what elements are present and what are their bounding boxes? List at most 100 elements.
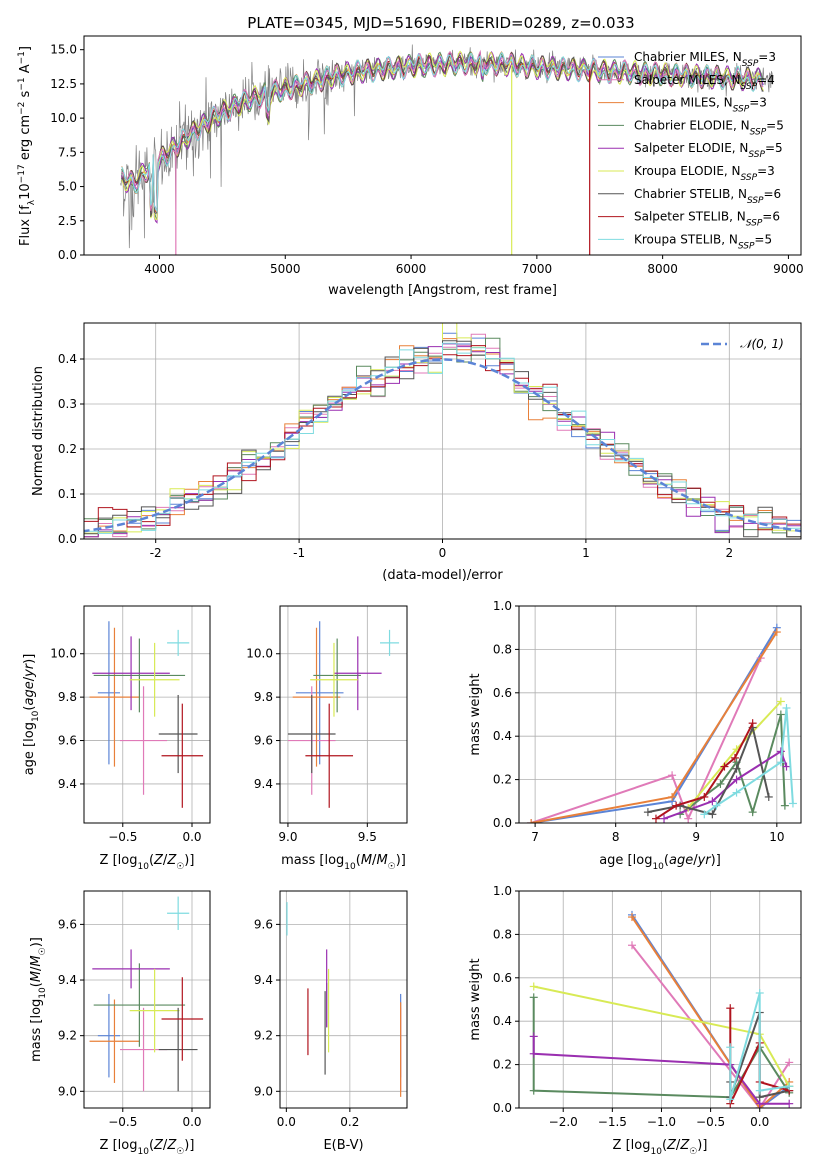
- y-axis-label: Normed distribution: [31, 366, 46, 496]
- x-tick-label: 7: [531, 830, 539, 844]
- axes-spectrum: 4000 5000 6000 7000 8000 9000 0.0 2.5 5.0 7.5 10.0…: [17, 35, 804, 298]
- y-tick-label: 1.0: [493, 884, 512, 898]
- plot-area: [120, 44, 774, 255]
- legend-label: Salpeter ELODIE, NSSP=5: [634, 141, 783, 160]
- y-tick-label: 1.0: [493, 599, 512, 613]
- errorbar-point: [161, 977, 204, 1061]
- legend-label: Kroupa ELODIE, NSSP=3: [634, 164, 775, 183]
- x-tick-label: −1.5: [598, 1115, 627, 1129]
- axes-frame: [83, 890, 211, 1109]
- y-axis-label: age [log10(age/yr)]: [22, 654, 41, 776]
- weight-marker: [700, 810, 709, 819]
- errorbar-point: [287, 694, 336, 774]
- y-axis-label: mass weight: [468, 958, 483, 1040]
- weight-marker: [785, 1058, 794, 1067]
- errorbar-point: [92, 636, 170, 711]
- x-tick-label: 10: [769, 830, 784, 844]
- weight-marker: [708, 810, 717, 819]
- legend-label: Kroupa MILES, NSSP=3: [634, 96, 767, 115]
- x-tick-label: 0.2: [340, 1115, 359, 1129]
- weight-marker: [732, 764, 741, 773]
- errorbar-point: [310, 642, 358, 717]
- errorbar-point: [161, 703, 204, 808]
- y-tick-label: 9.6: [58, 734, 77, 748]
- errorbar-point: [93, 638, 186, 713]
- x-tick-label: 9000: [773, 262, 804, 276]
- x-tick-label: 6000: [396, 262, 427, 276]
- plot-area: [84, 323, 801, 538]
- x-tick-label: −0.5: [696, 1115, 725, 1129]
- model-spectrum-line: [121, 51, 764, 224]
- y-tick-label: 9.0: [254, 1084, 273, 1098]
- model-spectrum-line: [121, 51, 764, 214]
- y-tick-label: 9.4: [254, 777, 273, 791]
- plot-area: [529, 910, 794, 1108]
- weight-marker: [785, 1082, 794, 1091]
- weight-marker: [772, 628, 781, 637]
- errorbar-point: [129, 642, 180, 717]
- legend-label: 𝒩(0, 1): [740, 337, 784, 351]
- legend: Chabrier MILES, NSSP=3 Salpeter MILES, NS…: [598, 50, 784, 251]
- weight-marker: [651, 814, 660, 823]
- errorbar-point: [93, 963, 186, 1047]
- x-tick-label: -1: [293, 546, 305, 560]
- weight-marker: [684, 814, 693, 823]
- errorbar-point: [89, 999, 140, 1083]
- axes-age-vs-Z: −0.5 0.0 9.4 9.6 9.8 10.0 Z [log10(Z/Z☉)] age […: [22, 605, 211, 872]
- y-tick-label: 9.2: [58, 1029, 77, 1043]
- y-tick-label: 0.3: [58, 397, 77, 411]
- axes-mass-vs-ebv: 0.0 0.2 9.0 9.2 9.4 9.6 E(B-V): [254, 890, 408, 1153]
- x-axis-label: mass [log10(M/M☉)]: [281, 853, 406, 872]
- weight-marker: [716, 779, 725, 788]
- x-tick-label: −1.0: [647, 1115, 676, 1129]
- x-axis-label: E(B-V): [323, 1138, 363, 1153]
- weight-marker: [672, 801, 681, 810]
- errorbar-point: [158, 1007, 198, 1092]
- axes-frame: [518, 890, 802, 1109]
- weight-marker: [668, 792, 677, 801]
- x-tick-label: 4000: [144, 262, 175, 276]
- errorbar-point: [380, 629, 400, 656]
- weight-marker: [785, 1099, 794, 1108]
- x-tick-label: 0.0: [750, 1115, 769, 1129]
- weight-line: [703, 707, 794, 816]
- x-tick-label: 0.0: [277, 1115, 296, 1129]
- weight-marker: [726, 1043, 735, 1052]
- weight-marker: [788, 799, 797, 808]
- weight-marker: [627, 941, 636, 950]
- plot-area: [527, 623, 797, 823]
- y-axis-label: Flux [fλ10−17 erg cm−2 s−1 A−1]: [17, 46, 37, 246]
- errorbar-point: [167, 629, 190, 656]
- weight-marker: [700, 792, 709, 801]
- errorbar-point: [313, 638, 361, 713]
- weight-marker: [660, 814, 669, 823]
- weight-marker: [643, 808, 652, 817]
- weight-marker: [776, 710, 785, 719]
- weight-marker: [712, 801, 721, 810]
- weight-line: [530, 627, 778, 823]
- weight-marker: [776, 758, 785, 767]
- y-tick-label: 9.8: [254, 690, 273, 704]
- y-tick-label: 10.0: [246, 647, 273, 661]
- plot-area: [286, 902, 402, 1097]
- weight-marker: [529, 1049, 538, 1058]
- weight-marker: [627, 913, 636, 922]
- y-tick-label: 0.6: [493, 686, 512, 700]
- y-tick-label: 0.2: [493, 773, 512, 787]
- y-tick-label: 0.0: [58, 532, 77, 546]
- y-tick-label: 0.2: [58, 442, 77, 456]
- x-tick-label: -2: [150, 546, 162, 560]
- errorbar-point: [292, 627, 341, 767]
- legend-label: Salpeter STELIB, NSSP=6: [634, 210, 780, 229]
- y-tick-label: 5.0: [58, 180, 77, 194]
- x-axis-label: Z [log10(Z/Z☉)]: [100, 853, 195, 872]
- errorbar-point: [89, 627, 140, 767]
- axes-mass-vs-Z: −0.5 0.0 9.0 9.2 9.4 9.6 Z [log10(Z/Z☉)] mass […: [29, 890, 211, 1157]
- axes-frame: [83, 605, 211, 824]
- model-spectrum-line: [121, 49, 764, 211]
- weight-marker: [748, 808, 757, 817]
- weight-marker: [748, 719, 757, 728]
- legend-label: Chabrier STELIB, NSSP=6: [634, 187, 781, 206]
- chart-layer: 4000 5000 6000 7000 8000 90000.02.55.07.510.0…: [17, 35, 804, 1157]
- weight-line: [655, 722, 754, 820]
